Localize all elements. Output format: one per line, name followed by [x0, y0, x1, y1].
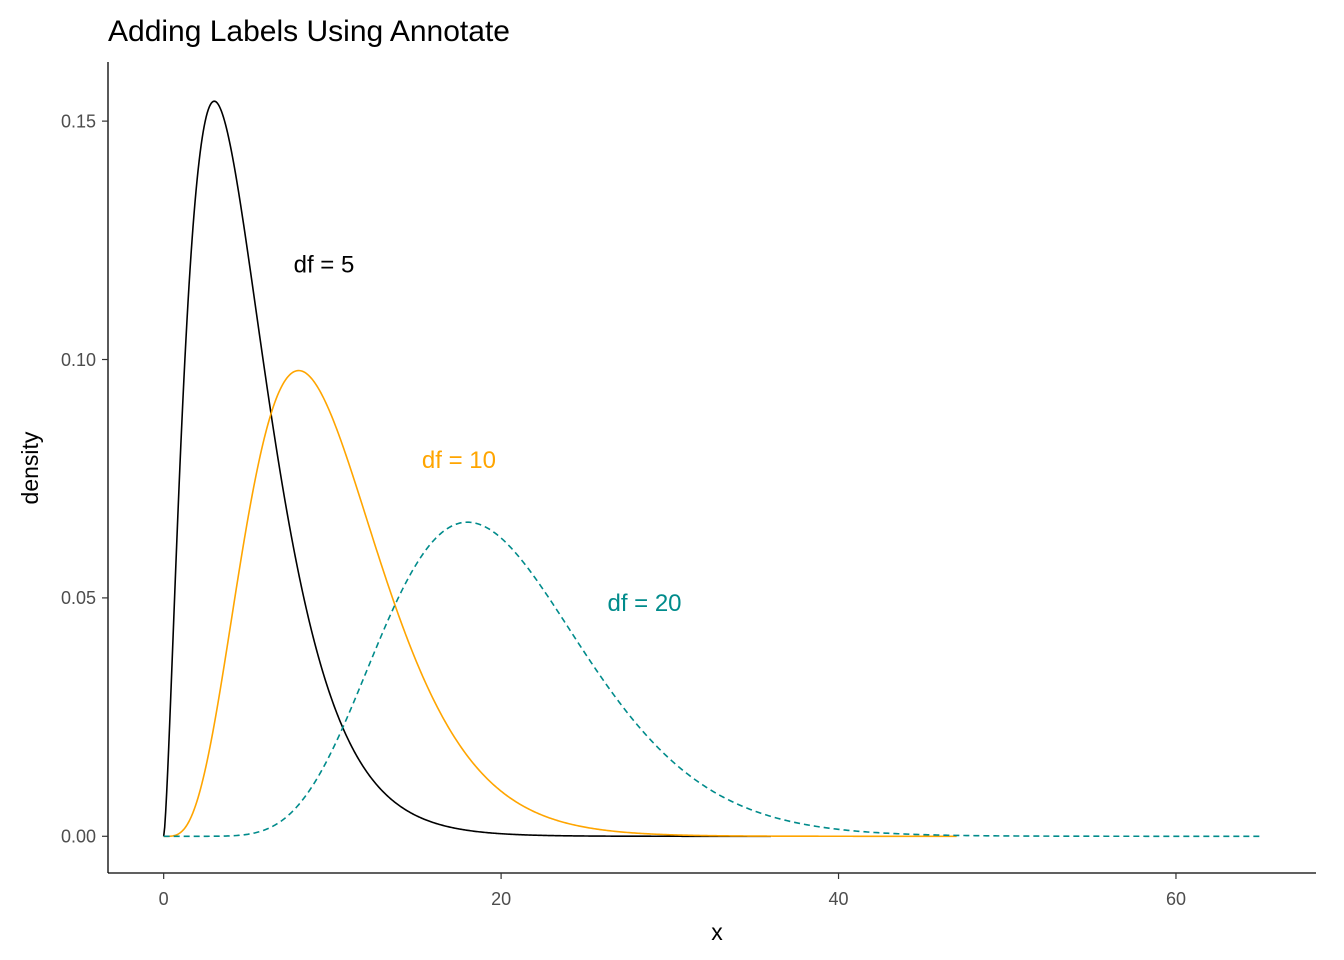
plot-area: df = 5 df = 10 df = 20	[162, 100, 1261, 838]
series-layer	[162, 100, 1261, 838]
annotation-label-0: df = 5	[294, 252, 355, 279]
x-tick-label: 40	[829, 889, 849, 909]
annotation-label-1: df = 10	[422, 447, 496, 474]
y-tick-label: 0.05	[61, 588, 96, 608]
x-axis-ticks: 0 20 40 60	[159, 873, 1186, 909]
x-axis-title: x	[711, 919, 723, 945]
y-axis-title: density	[17, 431, 43, 504]
x-tick-label: 0	[159, 889, 169, 909]
chart-title: Adding Labels Using Annotate	[108, 15, 510, 48]
y-tick-label: 0.00	[61, 827, 96, 847]
x-tick-label: 20	[491, 889, 511, 909]
y-axis-ticks: 0.00 0.05 0.10 0.15	[61, 111, 108, 847]
y-tick-label: 0.10	[61, 350, 96, 370]
y-tick-label: 0.15	[61, 111, 96, 131]
x-tick-label: 60	[1166, 889, 1186, 909]
annotation-layer: df = 5 df = 10 df = 20	[294, 252, 682, 618]
series-line-df-5	[162, 100, 772, 838]
annotation-label-2: df = 20	[607, 590, 681, 617]
series-line-df-10	[163, 369, 957, 838]
series-line-df-20	[163, 521, 1261, 838]
